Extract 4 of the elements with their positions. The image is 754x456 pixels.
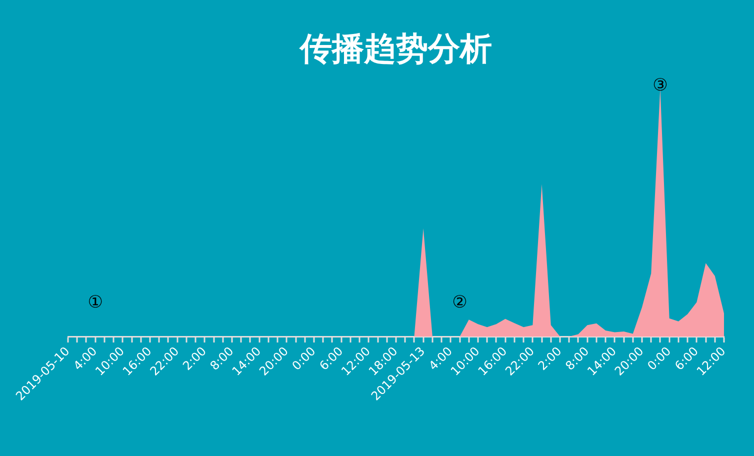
chart-title: 传播趋势分析 [298, 30, 492, 68]
annotation: ③ [652, 75, 668, 96]
annotation: ② [452, 292, 468, 312]
annotation: ① [88, 292, 103, 312]
